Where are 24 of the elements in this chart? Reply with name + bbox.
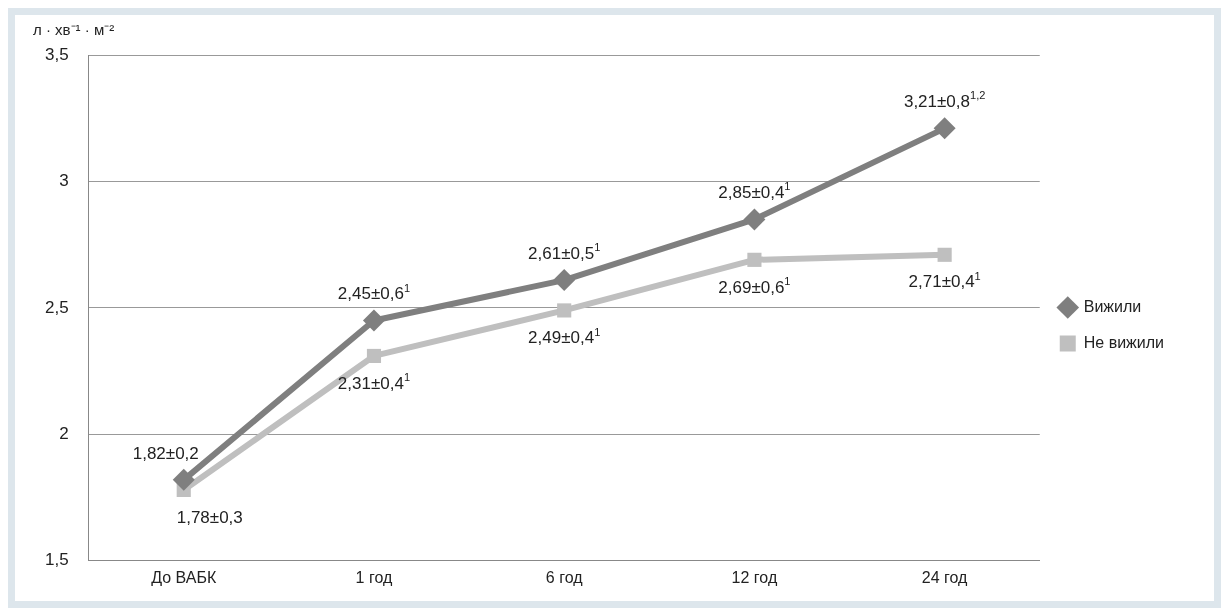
point xyxy=(937,247,952,262)
legend-label: Не вижили xyxy=(1083,333,1164,351)
point xyxy=(743,208,766,231)
x-tick-label: 1 год xyxy=(355,568,393,586)
point xyxy=(172,468,195,491)
x-tick-label: До ВАБК xyxy=(151,568,217,586)
y-tick-label: 3,5 xyxy=(44,44,69,64)
point xyxy=(366,348,382,364)
y-tick-label: 2,5 xyxy=(44,297,69,317)
legend-label: Вижили xyxy=(1083,297,1142,315)
point xyxy=(747,252,762,267)
point xyxy=(933,117,956,140)
x-tick-label: 12 год xyxy=(731,568,778,586)
data-label: 1,82±0,2 xyxy=(132,443,199,463)
y-axis-title: л · хв⁻¹ · м⁻² xyxy=(33,21,115,39)
x-tick-label: 24 год xyxy=(921,568,969,586)
x-tick-label: 6 год xyxy=(545,568,584,586)
y-tick-label: 3 xyxy=(59,171,69,191)
point xyxy=(553,269,576,292)
y-tick-label: 2 xyxy=(59,424,69,444)
y-tick-label: 1,5 xyxy=(44,550,69,570)
point xyxy=(557,303,572,318)
data-label: 1,78±0,3 xyxy=(176,507,243,527)
point xyxy=(362,309,385,332)
